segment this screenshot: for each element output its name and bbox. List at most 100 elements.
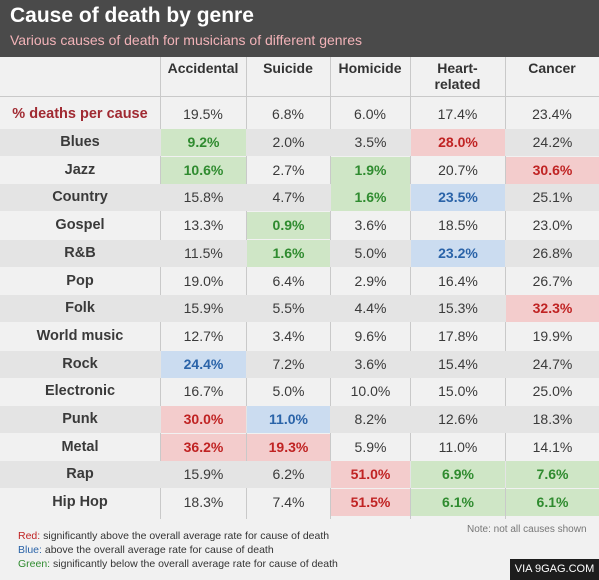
table-cell: 23.2% [411, 240, 505, 267]
table-cell: 2.0% [247, 129, 330, 156]
table-cell: 16.7% [161, 378, 246, 405]
table-cell: 23.0% [506, 212, 599, 239]
table-cell: 1.9% [331, 157, 410, 184]
genre-label: Rap [0, 461, 160, 488]
legend-key: Red: [18, 530, 40, 542]
table-row: R&B 11.5% 1.6% 5.0% 23.2% 26.8% [0, 240, 599, 267]
table-cell: 51.0% [331, 461, 410, 488]
table-row: Rap 15.9% 6.2% 51.0% 6.9% 7.6% [0, 461, 599, 488]
table-cell: 8.2% [331, 406, 410, 433]
column-header: Cancer [505, 60, 599, 76]
table-cell: 25.1% [506, 184, 599, 211]
column-header: Accidental [160, 60, 246, 76]
table-cell: 15.8% [161, 184, 246, 211]
chart-subtitle: Various causes of death for musicians of… [10, 32, 362, 48]
table-cell: 28.0% [411, 129, 505, 156]
genre-label: World music [0, 323, 160, 350]
table-cell: 9.2% [161, 129, 246, 156]
table-cell: 30.0% [161, 406, 246, 433]
table-cell: 3.5% [331, 129, 410, 156]
overall-value: 6.0% [330, 103, 410, 125]
column-header-line: Heart- [410, 60, 505, 76]
table-cell: 32.3% [506, 295, 599, 322]
data-table: Accidental Suicide Homicide Heart-related Ca… [0, 57, 599, 519]
legend-key: Green: [18, 558, 50, 570]
table-cell: 19.0% [161, 268, 246, 295]
table-cell: 16.4% [411, 268, 505, 295]
table-row: Jazz 10.6% 2.7% 1.9% 20.7% 30.6% [0, 157, 599, 184]
table-cell: 7.2% [247, 351, 330, 378]
table-cell: 6.9% [411, 461, 505, 488]
table-row: Pop 19.0% 6.4% 2.9% 16.4% 26.7% [0, 268, 599, 295]
table-cell: 2.9% [331, 268, 410, 295]
table-row: Hip Hop 18.3% 7.4% 51.5% 6.1% 6.1% [0, 489, 599, 516]
table-cell: 19.3% [247, 434, 330, 461]
table-cell: 3.6% [331, 212, 410, 239]
overall-value: 6.8% [246, 103, 330, 125]
table-row: World music 12.7% 3.4% 9.6% 17.8% 19.9% [0, 323, 599, 350]
genre-label: Jazz [0, 157, 160, 184]
table-cell: 20.7% [411, 157, 505, 184]
legend-key: Blue: [18, 544, 42, 556]
legend: Red: significantly above the overall ave… [18, 529, 338, 571]
column-header: Suicide [246, 60, 330, 76]
table-cell: 51.5% [331, 489, 410, 516]
table-row: Gospel 13.3% 0.9% 3.6% 18.5% 23.0% [0, 212, 599, 239]
overall-value: 23.4% [505, 103, 599, 125]
table-cell: 3.4% [247, 323, 330, 350]
table-cell: 25.0% [506, 378, 599, 405]
table-cell: 18.3% [506, 406, 599, 433]
genre-label: Electronic [0, 378, 160, 405]
table-cell: 24.4% [161, 351, 246, 378]
header-divider [0, 96, 599, 97]
table-cell: 17.8% [411, 323, 505, 350]
table-cell: 14.1% [506, 434, 599, 461]
table-cell: 10.6% [161, 157, 246, 184]
table-cell: 9.6% [331, 323, 410, 350]
legend-item: Red: significantly above the overall ave… [18, 529, 338, 543]
genre-label: Punk [0, 406, 160, 433]
genre-label: Folk [0, 295, 160, 322]
table-cell: 11.5% [161, 240, 246, 267]
table-cell: 15.0% [411, 378, 505, 405]
genre-label: Metal [0, 434, 160, 461]
legend-text: significantly below the overall average … [50, 558, 338, 570]
overall-value: 17.4% [410, 103, 505, 125]
table-cell: 12.6% [411, 406, 505, 433]
table-cell: 5.0% [331, 240, 410, 267]
column-header-line: Suicide [246, 60, 330, 76]
table-cell: 3.6% [331, 351, 410, 378]
chart-title: Cause of death by genre [10, 4, 254, 28]
table-cell: 4.7% [247, 184, 330, 211]
column-header: Heart-related [410, 60, 505, 92]
table-row: Electronic 16.7% 5.0% 10.0% 15.0% 25.0% [0, 378, 599, 405]
table-row: Rock 24.4% 7.2% 3.6% 15.4% 24.7% [0, 351, 599, 378]
column-header-line: Accidental [160, 60, 246, 76]
table-cell: 24.2% [506, 129, 599, 156]
legend-text: above the overall average rate for cause… [42, 544, 274, 556]
table-row: Blues 9.2% 2.0% 3.5% 28.0% 24.2% [0, 129, 599, 156]
table-cell: 26.7% [506, 268, 599, 295]
table-cell: 12.7% [161, 323, 246, 350]
watermark: VIA 9GAG.COM [510, 559, 599, 580]
table-cell: 7.4% [247, 489, 330, 516]
table-cell: 5.0% [247, 378, 330, 405]
table-cell: 18.5% [411, 212, 505, 239]
table-cell: 1.6% [247, 240, 330, 267]
table-cell: 15.4% [411, 351, 505, 378]
legend-item: Green: significantly below the overall a… [18, 557, 338, 571]
table-cell: 15.9% [161, 461, 246, 488]
table-cell: 6.2% [247, 461, 330, 488]
table-cell: 36.2% [161, 434, 246, 461]
table-cell: 11.0% [247, 406, 330, 433]
table-cell: 26.8% [506, 240, 599, 267]
genre-label: Rock [0, 351, 160, 378]
column-header-line: related [410, 76, 505, 92]
table-row: Punk 30.0% 11.0% 8.2% 12.6% 18.3% [0, 406, 599, 433]
table-cell: 4.4% [331, 295, 410, 322]
table-cell: 23.5% [411, 184, 505, 211]
table-cell: 5.5% [247, 295, 330, 322]
table-cell: 2.7% [247, 157, 330, 184]
table-cell: 11.0% [411, 434, 505, 461]
genre-label: Hip Hop [0, 489, 160, 516]
